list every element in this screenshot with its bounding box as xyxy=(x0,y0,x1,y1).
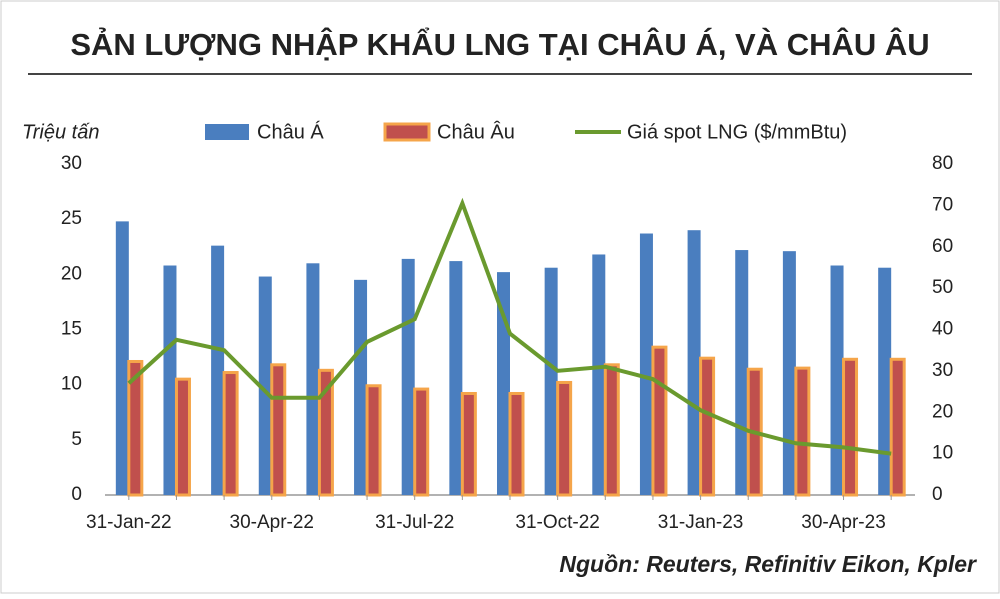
bar xyxy=(258,276,272,495)
bar xyxy=(127,359,144,497)
bar xyxy=(413,387,430,497)
legend-label: Châu Á xyxy=(257,120,324,143)
y2-tick-label: 0 xyxy=(932,484,943,505)
legend-swatch xyxy=(205,124,249,140)
bar xyxy=(830,265,844,495)
y-tick-label: 25 xyxy=(61,208,82,229)
y2-tick-label: 50 xyxy=(932,277,953,298)
bar xyxy=(460,391,477,497)
bar xyxy=(354,279,368,495)
bar xyxy=(306,263,320,495)
legend-label: Giá spot LNG ($/mmBtu) xyxy=(627,121,847,143)
y2-tick-label: 80 xyxy=(932,153,953,174)
legend-swatch xyxy=(383,122,431,142)
bar xyxy=(163,265,177,495)
bar xyxy=(878,267,892,495)
bar xyxy=(508,391,525,497)
bar xyxy=(317,368,334,497)
y2-tick-label: 70 xyxy=(932,194,953,215)
x-tick-label: 31-Jul-22 xyxy=(375,512,454,533)
bar xyxy=(270,363,287,497)
y-tick-label: 15 xyxy=(61,319,82,340)
y2-tick-label: 60 xyxy=(932,236,953,257)
x-tick-label: 31-Jan-22 xyxy=(86,512,172,533)
y-tick-label: 5 xyxy=(71,429,82,450)
bar xyxy=(401,258,415,495)
y2-tick-label: 40 xyxy=(932,319,953,340)
y-tick-label: 30 xyxy=(61,153,82,174)
bar xyxy=(365,384,382,497)
y2-tick-label: 20 xyxy=(932,401,953,422)
bar xyxy=(842,357,859,497)
y-tick-label: 20 xyxy=(61,263,82,284)
bar xyxy=(699,356,716,497)
x-tick-label: 31-Oct-22 xyxy=(515,512,599,533)
y2-tick-label: 10 xyxy=(932,443,953,464)
line xyxy=(127,197,892,456)
bar xyxy=(639,233,653,495)
y2-tick-label: 30 xyxy=(932,360,953,381)
chart-title: SẢN LƯỢNG NHẬP KHẨU LNG TẠI CHÂU Á, VÀ C… xyxy=(70,26,929,62)
bar xyxy=(603,363,620,497)
source: Nguồn: Reuters, Refinitiv Eikon, Kpler xyxy=(559,551,977,577)
x-tick-label: 30-Apr-22 xyxy=(230,512,315,533)
x-tick-label: 30-Apr-23 xyxy=(801,512,886,533)
y-tick-label: 0 xyxy=(71,484,82,505)
x-tick-label: 31-Jan-23 xyxy=(658,512,744,533)
bar xyxy=(174,377,191,497)
bar xyxy=(544,267,558,495)
bar xyxy=(794,366,811,497)
bar xyxy=(592,254,606,495)
bar xyxy=(556,380,573,497)
bar xyxy=(115,221,129,495)
bar xyxy=(782,251,796,495)
y-tick-label: 10 xyxy=(61,374,82,395)
bar xyxy=(735,250,749,495)
bar xyxy=(651,345,668,497)
bar xyxy=(687,230,701,495)
bar xyxy=(211,245,225,495)
bar xyxy=(889,357,906,497)
bar xyxy=(449,261,463,495)
legend-label: Châu Âu xyxy=(437,120,515,143)
y-axis-label: Triệu tấn xyxy=(22,121,99,143)
bar xyxy=(222,371,239,497)
